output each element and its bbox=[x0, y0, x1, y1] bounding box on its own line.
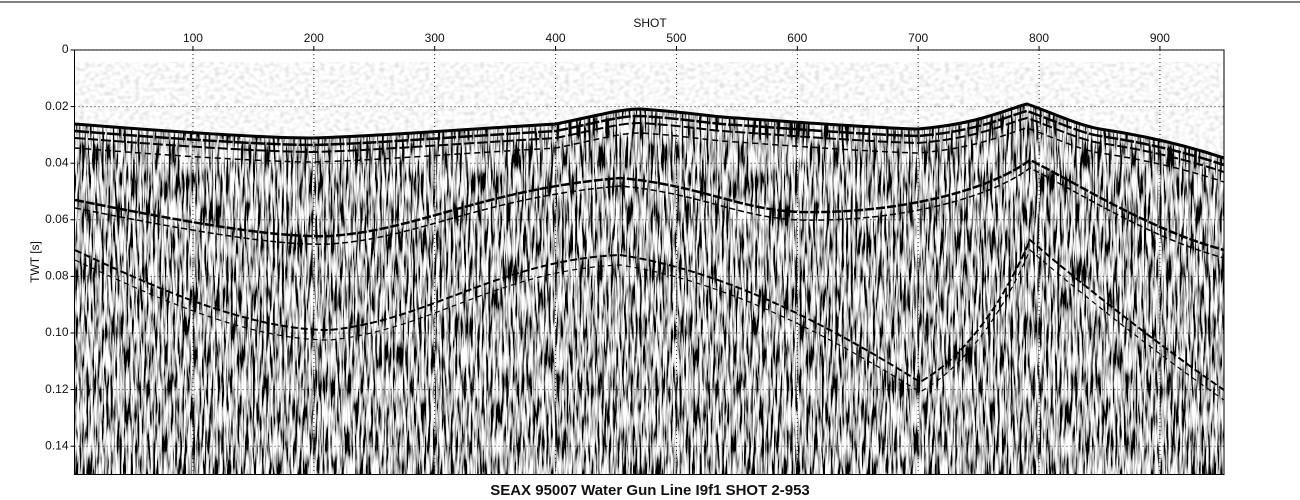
plot-frame bbox=[74, 49, 1225, 475]
x-tick-label: 400 bbox=[546, 31, 566, 45]
y-tick-label: 0.08 bbox=[45, 269, 69, 283]
x-tick-label: 300 bbox=[425, 31, 445, 45]
x-tick-label: 800 bbox=[1029, 31, 1049, 45]
x-tick-label: 200 bbox=[304, 31, 324, 45]
x-tick-label: 900 bbox=[1150, 31, 1170, 45]
subsurface bbox=[75, 104, 1224, 475]
y-tick-label: 0.04 bbox=[45, 155, 69, 169]
y-tick-label: 0.02 bbox=[45, 99, 69, 113]
y-tick-label: 0.12 bbox=[45, 382, 69, 396]
y-tick-label: 0.06 bbox=[45, 212, 69, 226]
x-tick-label: 700 bbox=[908, 31, 928, 45]
y-axis-label: TWT [s] bbox=[28, 241, 42, 283]
y-tick-label: 0.14 bbox=[45, 438, 69, 452]
chart-title: SEAX 95007 Water Gun Line I9f1 SHOT 2-95… bbox=[490, 482, 810, 499]
x-tick-label: 100 bbox=[183, 31, 203, 45]
y-tick-label: 0 bbox=[62, 42, 69, 56]
y-tick-label: 0.10 bbox=[45, 325, 69, 339]
x-tick-label: 600 bbox=[787, 31, 807, 45]
x-axis-label: SHOT bbox=[633, 16, 667, 30]
seismic-section bbox=[74, 50, 1224, 475]
x-tick-label: 500 bbox=[666, 31, 686, 45]
subsurface-texture bbox=[75, 104, 1224, 475]
